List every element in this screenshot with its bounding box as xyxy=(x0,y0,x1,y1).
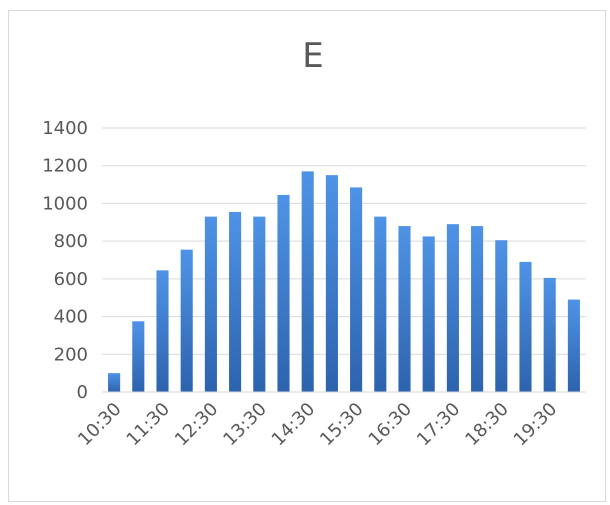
x-tick-label: 19:30 xyxy=(510,399,562,451)
bar-13:00 xyxy=(229,211,242,392)
x-axis-ticks: 10:3011:3012:3013:3014:3015:3016:3017:30… xyxy=(74,399,561,451)
x-tick-label: 13:30 xyxy=(219,399,271,451)
x-tick-label: 10:30 xyxy=(74,399,126,451)
bar-13:30 xyxy=(253,216,266,392)
y-tick-label: 1400 xyxy=(42,118,88,139)
bar-10:30 xyxy=(108,373,121,392)
bar-19:30 xyxy=(543,277,556,392)
bar-12:00 xyxy=(180,249,193,392)
bar-11:00 xyxy=(132,321,145,392)
bar-14:00 xyxy=(277,194,290,392)
bar-18:30 xyxy=(495,240,508,392)
x-tick-label: 11:30 xyxy=(123,399,175,451)
x-tick-label: 18:30 xyxy=(461,399,513,451)
x-tick-label: 14:30 xyxy=(268,399,320,451)
bar-17:00 xyxy=(422,236,435,392)
x-tick-label: 15:30 xyxy=(316,399,368,451)
y-tick-label: 0 xyxy=(77,382,88,403)
bar-15:00 xyxy=(325,175,338,392)
x-tick-label: 17:30 xyxy=(413,399,465,451)
bar-19:00 xyxy=(519,261,532,392)
bar-17:30 xyxy=(446,224,459,392)
y-tick-label: 600 xyxy=(54,269,88,290)
y-axis-ticks: 0 200 400 600 800 1000 1200 1400 xyxy=(42,118,88,403)
bars xyxy=(108,171,580,392)
chart-title: E xyxy=(302,36,323,76)
bar-16:30 xyxy=(398,226,411,392)
x-tick-label: 16:30 xyxy=(365,399,417,451)
y-tick-label: 400 xyxy=(54,307,88,328)
bar-16:00 xyxy=(374,216,387,392)
y-tick-label: 1000 xyxy=(42,193,88,214)
y-tick-label: 1200 xyxy=(42,156,88,177)
y-tick-label: 800 xyxy=(54,231,88,252)
bar-15:30 xyxy=(350,187,363,392)
bar-11:30 xyxy=(156,270,169,392)
bar-12:30 xyxy=(204,216,217,392)
bar-20:00 xyxy=(567,299,580,392)
bar-18:00 xyxy=(471,226,484,392)
y-tick-label: 200 xyxy=(54,344,88,365)
x-tick-label: 12:30 xyxy=(171,399,223,451)
gridlines xyxy=(102,127,586,355)
bar-14:30 xyxy=(301,171,314,392)
